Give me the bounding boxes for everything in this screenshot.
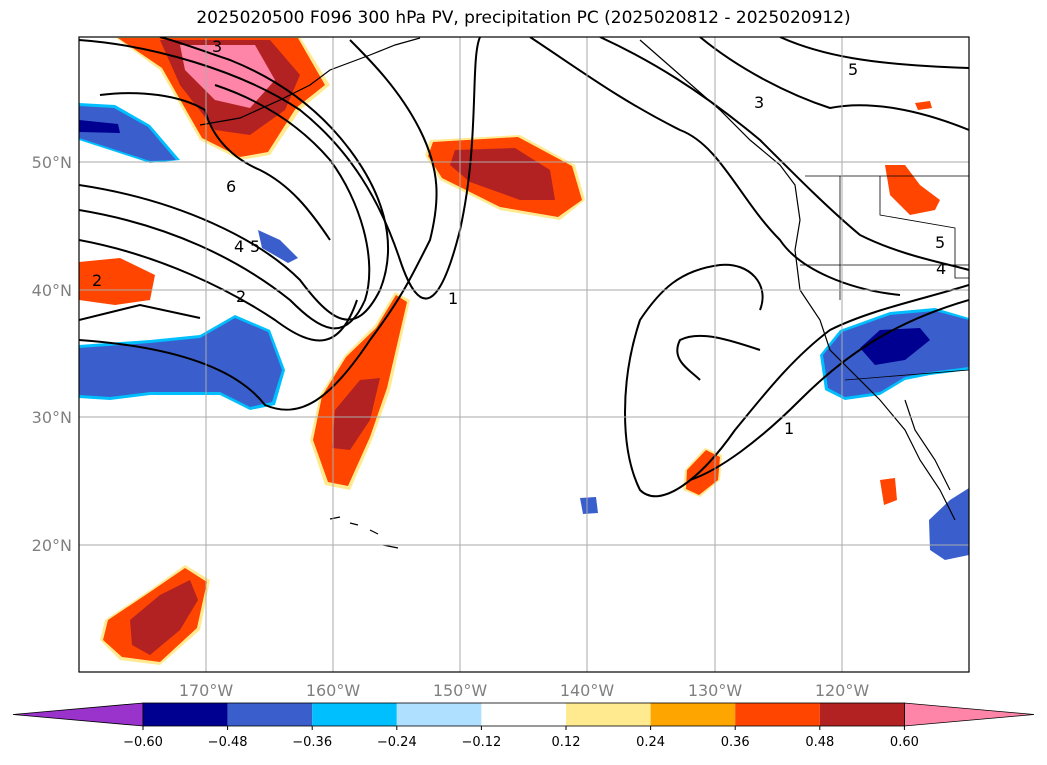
map-title: 2025020500 F096 300 hPa PV, precipitatio… <box>196 8 851 28</box>
colorbar-tick-label: −0.60 <box>123 735 163 750</box>
lon-label: 140°W <box>560 681 615 700</box>
contour-label: 2 <box>236 287 246 306</box>
lat-label: 20°N <box>32 536 72 555</box>
colorbar-extend-high <box>904 702 1035 727</box>
colorbar-ticks: −0.60 −0.48 −0.36 −0.24 −0.12 0.12 0.24 0.36 0.4… <box>123 726 919 750</box>
colorbar-segment <box>481 703 566 726</box>
colorbar-segment <box>396 703 482 726</box>
colorbar-segment <box>312 703 397 726</box>
colorbar-segment <box>227 703 313 726</box>
lat-label: 50°N <box>32 153 72 172</box>
positive-precip-anomalies <box>79 37 940 665</box>
contour-label: 6 <box>226 177 236 196</box>
pv-contours <box>79 37 969 498</box>
political-borders <box>800 175 969 381</box>
colorbar-segment <box>735 703 820 726</box>
contour-label: 5 <box>250 237 260 256</box>
colorbar-tick-label: −0.24 <box>377 735 417 750</box>
contour-label: 2 <box>92 271 102 290</box>
contour-label: 1 <box>784 419 794 438</box>
colorbar-tick-label: 0.24 <box>636 735 665 750</box>
contour-label: 3 <box>754 93 764 112</box>
contour-labels: 3 6 4 5 2 2 1 3 5 5 4 1 <box>92 37 946 438</box>
contour-label: 5 <box>935 233 945 252</box>
colorbar-tick-label: 0.36 <box>721 735 750 750</box>
map-area: 3 6 4 5 2 2 1 3 5 5 4 1 <box>79 37 969 672</box>
map-frame <box>78 36 970 673</box>
gridlines <box>79 37 969 672</box>
colorbar-tick-label: 0.12 <box>552 735 581 750</box>
colorbar-segment <box>143 703 228 726</box>
lon-label: 120°W <box>815 681 870 700</box>
contour-label: 4 <box>936 259 946 278</box>
colorbar: −0.60 −0.48 −0.36 −0.24 −0.12 0.12 0.24 0.36 0.4… <box>12 702 1035 750</box>
colorbar-tick-label: −0.36 <box>292 735 332 750</box>
lat-label: 40°N <box>32 281 72 300</box>
lon-label: 160°W <box>306 681 361 700</box>
colorbar-tick-label: 0.48 <box>805 735 834 750</box>
lon-label: 130°W <box>688 681 743 700</box>
contour-label: 4 <box>234 237 244 256</box>
colorbar-segments <box>12 702 1035 727</box>
contour-label: 5 <box>848 60 858 79</box>
colorbar-tick-label: 0.60 <box>890 735 919 750</box>
colorbar-outline <box>142 702 905 727</box>
lat-label: 30°N <box>32 408 72 427</box>
colorbar-tick-label: −0.12 <box>461 735 501 750</box>
colorbar-segment <box>819 703 905 726</box>
contour-label: 1 <box>448 289 458 308</box>
longitude-labels: 170°W 160°W 150°W 140°W 130°W 120°W <box>179 681 870 700</box>
colorbar-segment <box>566 703 651 726</box>
colorbar-tick-label: −0.48 <box>208 735 248 750</box>
colorbar-extend-low <box>12 702 144 727</box>
colorbar-segment <box>650 703 736 726</box>
lon-label: 170°W <box>179 681 234 700</box>
lon-label: 150°W <box>433 681 488 700</box>
contour-label: 3 <box>212 37 222 56</box>
latitude-labels: 50°N 40°N 30°N 20°N <box>32 153 72 555</box>
